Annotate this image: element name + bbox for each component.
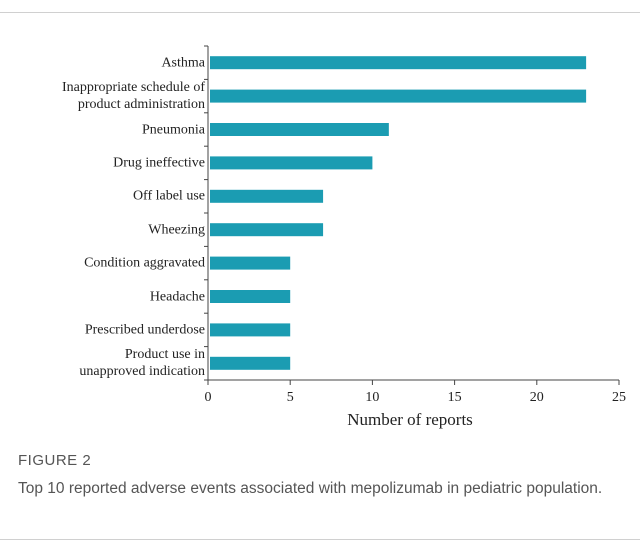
bar [210, 290, 291, 303]
frame [0, 12, 640, 540]
bar [210, 256, 291, 270]
x-tick-label: 25 [612, 390, 626, 405]
figure-label: FIGURE 2 [18, 452, 92, 469]
y-tick-label: Off label use [132, 188, 205, 204]
x-tick-label: 20 [530, 390, 544, 405]
x-tick-label: 15 [448, 390, 462, 405]
bar [210, 56, 587, 70]
y-tick-label: Product use in unapproved indication [79, 347, 205, 380]
bar [210, 323, 291, 337]
x-tick-label: 10 [365, 390, 379, 405]
y-tick-label: Condition aggravated [84, 255, 205, 271]
bar [210, 89, 587, 103]
x-axis-label: Number of reports [347, 410, 473, 429]
x-tick-label: 0 [205, 390, 212, 405]
x-tick-label: 5 [287, 390, 294, 405]
bar [210, 223, 324, 237]
y-tick-label: Asthma [161, 55, 205, 71]
y-tick-label: Inappropriate schedule of product admini… [61, 80, 205, 113]
bar [210, 156, 373, 170]
y-tick-label: Drug ineffective [113, 155, 205, 171]
y-tick-label: Pneumonia [142, 122, 205, 137]
caption: Top 10 reported adverse events associate… [18, 480, 603, 497]
y-tick-label: Wheezing [148, 222, 205, 238]
y-tick-label: Prescribed underdose [84, 322, 205, 338]
bar [210, 123, 389, 136]
bar [210, 189, 324, 203]
bar [210, 356, 291, 370]
y-tick-label: Headache [149, 289, 205, 304]
